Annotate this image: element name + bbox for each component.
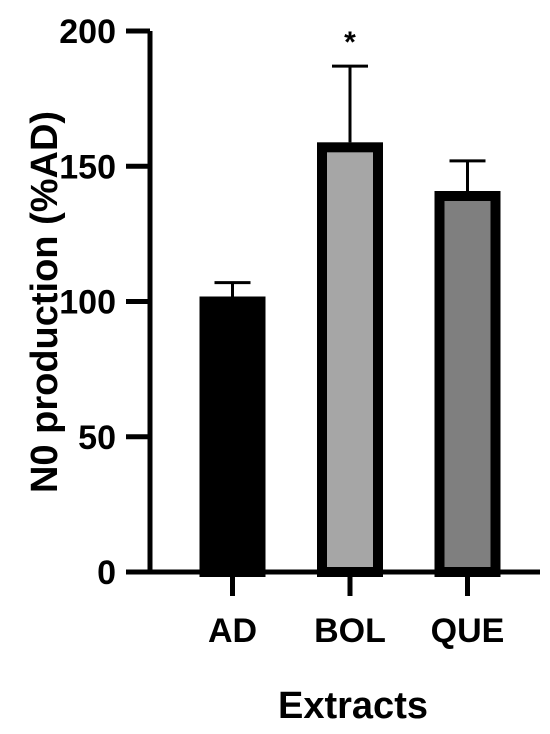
- y-axis-title: N0 production (%AD): [24, 111, 66, 493]
- y-tick-label: 50: [78, 419, 116, 457]
- y-axis: 0 50 100 150 200: [59, 13, 153, 592]
- significance-marker: *: [344, 26, 356, 59]
- x-tick-label: AD: [208, 612, 257, 650]
- bar: [317, 142, 383, 577]
- x-tick-label: QUE: [431, 612, 505, 650]
- bar: [434, 191, 501, 577]
- y-tick-label: 100: [59, 284, 116, 322]
- y-tick-label: 150: [59, 148, 116, 186]
- bars: [199, 142, 501, 577]
- error-bars: [214, 64, 486, 297]
- x-axis: AD BOL QUE: [148, 569, 540, 650]
- y-tick-label: 0: [97, 554, 116, 592]
- x-axis-title: Extracts: [278, 685, 428, 727]
- bar: [199, 296, 266, 577]
- x-tick-label: BOL: [314, 612, 386, 650]
- annotations: *: [344, 26, 356, 59]
- y-tick-label: 200: [59, 13, 116, 51]
